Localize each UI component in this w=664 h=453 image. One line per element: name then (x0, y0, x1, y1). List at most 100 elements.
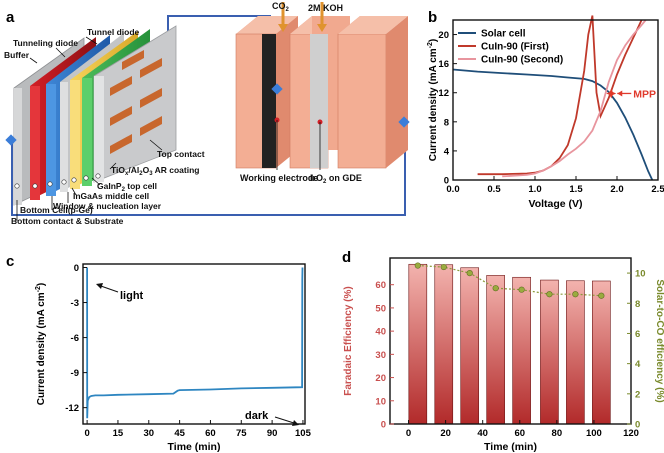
y-tick-label: -9 (71, 368, 79, 379)
y-left-axis-label: Faradaic Efficiency (%) (343, 286, 354, 395)
y-right-tick-label: 8 (635, 299, 640, 310)
middle-cell-label: InGaAs middle cell (73, 191, 149, 201)
bar-3 (486, 275, 505, 425)
y-tick-label: 4 (444, 146, 450, 157)
x-tick-label: 1.5 (569, 184, 583, 195)
bar-5 (540, 279, 559, 425)
sto-point-0 (414, 262, 421, 269)
dark-label: dark (245, 410, 269, 422)
y-axis-label: Current density (mA cm-2) (427, 39, 439, 162)
light-arrowhead (96, 283, 103, 289)
light-label: light (120, 290, 144, 302)
x-tick-label: 2.0 (610, 184, 623, 195)
co2-label: CO2 (272, 1, 290, 13)
y-right-tick-label: 2 (635, 389, 640, 400)
panel-d-label: d (342, 249, 351, 266)
bar-1 (434, 264, 454, 425)
legend-label-1: CuIn-90 (First) (481, 42, 549, 53)
x-tick-label: 100 (586, 428, 602, 439)
panel-d-chart: d0 20 40 60 80 100 12001020304050600246810Time… (342, 249, 664, 453)
koh-label: 2M KOH (308, 3, 343, 13)
y-left-tick-label: 60 (375, 280, 386, 291)
gde-layer (310, 34, 328, 168)
current-trace (86, 267, 304, 419)
bottom-cell-label: Bottom Cell(p-Ge) (20, 205, 93, 215)
y-tick-label: 0 (444, 176, 449, 187)
y-right-tick-label: 10 (635, 269, 646, 280)
x-tick-label: 80 (552, 428, 563, 439)
bottom-contact-label: Bottom contact & Substrate (11, 216, 124, 226)
bar-2 (460, 267, 480, 425)
x-tick-label: 30 (143, 428, 154, 439)
ar-coating-label: TiOx/Al2O3 AR coating (111, 165, 199, 177)
sto-point-2 (466, 269, 473, 277)
y-right-tick-label: 0 (635, 420, 640, 431)
y-tick-label: -3 (71, 298, 79, 309)
y-axis-label: Current density (mA cm-2) (35, 283, 47, 406)
x-axis-label: Time (min) (484, 441, 537, 453)
panel-a: a (4, 1, 410, 226)
plot-frame (452, 19, 659, 181)
y-right-tick-label: 4 (635, 359, 641, 370)
y-tick-label: -6 (71, 333, 79, 344)
top-cell-label: GaInP2 top cell (97, 181, 157, 193)
panel-c-label: c (6, 253, 14, 270)
x-tick-label: 60 (514, 428, 525, 439)
plot-frame (82, 263, 306, 425)
y-left-tick-label: 30 (375, 350, 386, 361)
y-tick-label: -12 (65, 403, 79, 414)
x-tick-label: 0 (406, 428, 411, 439)
x-tick-label: 120 (623, 428, 639, 439)
bar-7 (592, 280, 611, 425)
sto-point-7 (598, 292, 605, 299)
x-tick-label: 15 (113, 428, 124, 439)
x-tick-label: 0 (84, 428, 89, 439)
y-left-tick-label: 20 (375, 373, 386, 384)
bar-0 (408, 263, 428, 425)
bar-4 (512, 276, 531, 425)
x-tick-label: 105 (295, 428, 312, 439)
series-line-2 (502, 19, 647, 178)
x-tick-label: 20 (440, 428, 451, 439)
y-left-tick-label: 50 (375, 303, 386, 314)
panel-c-chart: c 0 15 30 45 60 75 90 105 -12 -9 -6 -3 0 Time (min) Cur… (6, 253, 312, 453)
buffer-label: Buffer (4, 50, 30, 60)
legend-label-2: CuIn-90 (Second) (481, 55, 563, 66)
x-tick-label: 60 (205, 428, 216, 439)
sto-point-4 (518, 286, 525, 293)
top-contact-label: Top contact (157, 149, 205, 159)
y-tick-label: 8 (444, 117, 449, 128)
y-right-axis-label: Solar-to-CO efficiency (%) (654, 279, 664, 402)
x-tick-label: 0.0 (446, 184, 459, 195)
mpp-arrowhead (617, 90, 623, 97)
x-tick-label: 0.5 (487, 184, 501, 195)
sto-point-6 (572, 291, 579, 298)
top-contact-fingers (110, 50, 162, 154)
y-tick-label: 20 (438, 30, 449, 41)
sto-point-1 (440, 263, 447, 271)
annotation-leaders (16, 36, 163, 221)
mpp-label: MPP (633, 88, 656, 100)
x-tick-label: 45 (174, 428, 185, 439)
tunneling-diode-label: Tunneling diode (13, 38, 78, 48)
x-axis-label: Time (min) (168, 441, 221, 453)
solar-cell-stack (5, 25, 177, 206)
x-tick-label: 2.5 (651, 184, 664, 195)
panel-b-chart: b 0.0 0.5 1.0 1.5 2.0 2.5 0 4 8 12 16 20 Voltage (V) C… (427, 9, 664, 210)
panel-b-label: b (428, 9, 437, 26)
mpp-star-icon (606, 88, 617, 99)
tunnel-diode-label: Tunnel diode (87, 27, 140, 37)
x-tick-label: 1.0 (528, 184, 541, 195)
sto-point-3 (492, 285, 499, 292)
plot-frame (389, 257, 632, 425)
y-left-tick-label: 40 (375, 327, 386, 338)
sto-point-5 (546, 291, 553, 298)
x-axis-label: Voltage (V) (528, 198, 582, 210)
y-left-tick-label: 10 (375, 396, 386, 407)
legend-label-0: Solar cell (481, 29, 526, 40)
y-left-tick-label: 0 (381, 420, 386, 431)
y-tick-label: 16 (438, 59, 449, 70)
window-layer-label: Window & nucleation layer (53, 201, 162, 211)
dark-arrowhead (292, 420, 299, 426)
y-right-tick-label: 6 (635, 329, 640, 340)
